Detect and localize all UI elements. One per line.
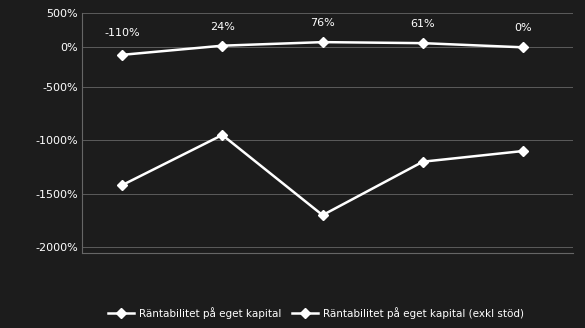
- Text: -110%: -110%: [104, 28, 140, 38]
- Legend: Räntabilitet på eget kapital, Räntabilitet på eget kapital (exkl stöd): Räntabilitet på eget kapital, Räntabilit…: [104, 302, 528, 323]
- Räntabilitet på eget kapital (exkl stöd): [319, 213, 326, 217]
- Räntabilitet på eget kapital: [419, 41, 426, 45]
- Räntabilitet på eget kapital (exkl stöd): [219, 133, 226, 137]
- Text: 24%: 24%: [210, 22, 235, 32]
- Line: Räntabilitet på eget kapital (exkl stöd): Räntabilitet på eget kapital (exkl stöd): [119, 132, 527, 219]
- Räntabilitet på eget kapital (exkl stöd): [519, 149, 526, 153]
- Text: 61%: 61%: [411, 19, 435, 29]
- Räntabilitet på eget kapital: [119, 53, 126, 57]
- Line: Räntabilitet på eget kapital: Räntabilitet på eget kapital: [119, 39, 527, 58]
- Räntabilitet på eget kapital: [519, 45, 526, 49]
- Räntabilitet på eget kapital (exkl stöd): [419, 160, 426, 164]
- Räntabilitet på eget kapital (exkl stöd): [119, 183, 126, 187]
- Räntabilitet på eget kapital: [219, 44, 226, 48]
- Räntabilitet på eget kapital: [319, 40, 326, 44]
- Text: 76%: 76%: [310, 18, 335, 28]
- Text: 0%: 0%: [514, 23, 532, 33]
